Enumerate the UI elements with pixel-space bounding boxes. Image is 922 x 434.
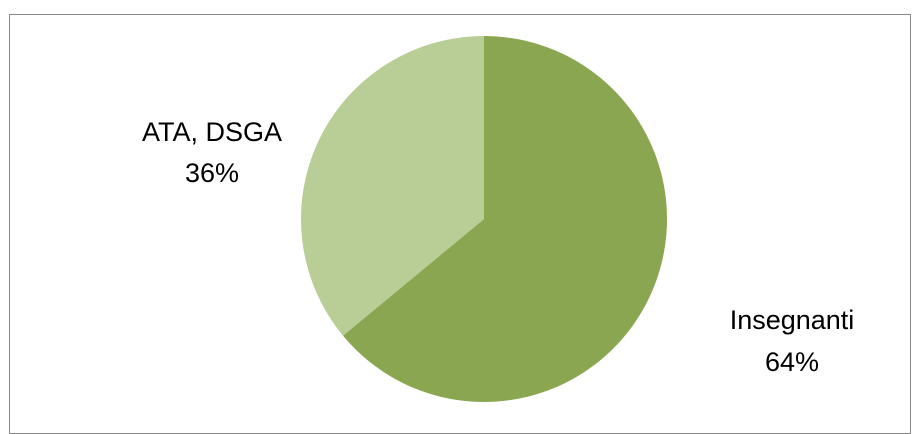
pie-slice-ata-dsga [301, 36, 484, 336]
slice-percent-ata-dsga: 36% [185, 158, 239, 188]
slice-label-insegnanti: Insegnanti [730, 305, 855, 335]
pie-slice-insegnanti [343, 36, 668, 403]
slice-label-ata-dsga: ATA, DSGA [142, 117, 282, 147]
pie-chart: ATA, DSGA 36% Insegnanti 64% [142, 36, 855, 403]
slice-percent-insegnanti: 64% [765, 347, 819, 377]
pie-slices [301, 36, 668, 403]
